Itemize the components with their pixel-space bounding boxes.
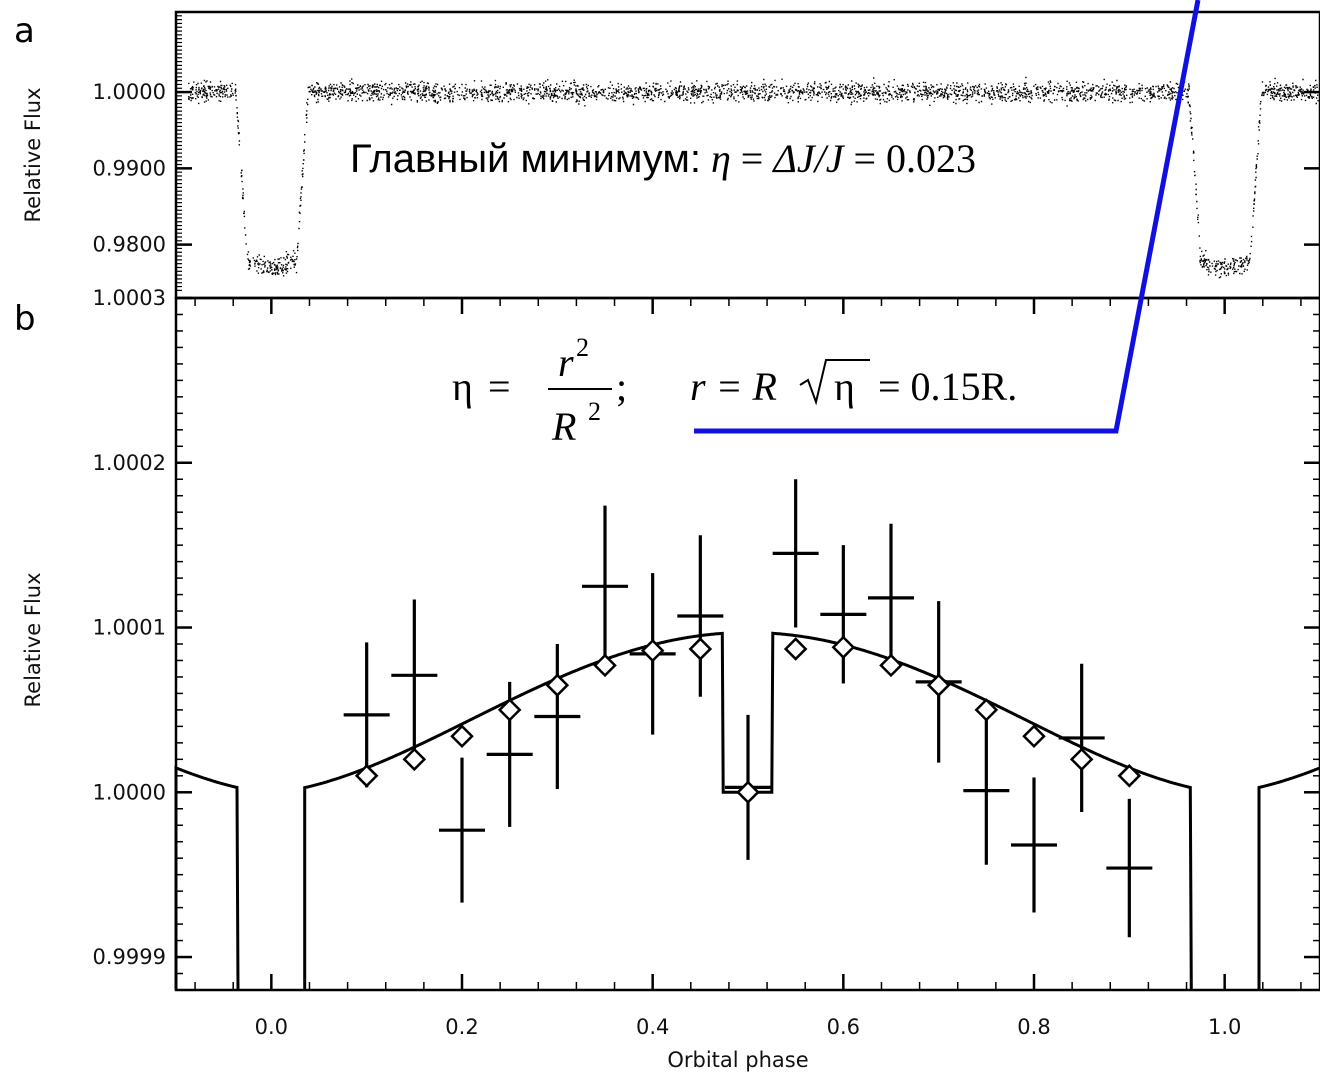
b-y-tick-label: 1.0000 [93,780,166,804]
b-y-tick-label: 1.0001 [93,616,166,640]
panel-b-y-label: Relative Flux [21,572,45,707]
formula-eta-under-root: η [834,364,855,409]
model-diamond [545,673,570,697]
formula-denominator: R [551,404,576,449]
observation-point [868,523,914,673]
observation-point [534,644,581,789]
a-y-tick-label: 0.9900 [93,156,166,180]
annotation-value: = 0.023 [843,136,976,181]
b-x-tick-label: 0.8 [1017,1015,1050,1039]
observation-point [1011,777,1057,913]
formula-eq: = [478,364,521,409]
a-data-points [188,76,1319,279]
observation-point [820,545,867,684]
panel-a-y-label: Relative Flux [21,87,45,222]
observation-point [1058,663,1105,813]
panel-b-x-label: Orbital phase [667,1048,808,1072]
formula-result: = 0.15R. [868,364,1017,409]
model-diamond [354,764,379,788]
panel-a-annotation: Главный минимум: η = ΔJ/J = 0.023 [350,136,976,181]
b-y-tick-label: 0.9999 [93,945,166,969]
b-x-tick-label: 1.0 [1208,1015,1241,1039]
a-y-tick-label: 1.0000 [93,80,166,104]
annotation-ratio: ΔJ/J [771,136,845,181]
formula-r-eq-R: r = R [690,364,777,409]
model-diamond [879,653,903,678]
observation-point [772,479,819,628]
panel-b-letter: b [14,299,36,339]
model-diamond [831,635,856,660]
model-diamond [688,637,713,661]
b-x-tick-label: 0.0 [255,1015,288,1039]
observation-point [391,599,438,752]
formula-denominator-exp: 2 [588,397,601,426]
panel-b-model-points [354,635,1142,805]
a-y-tick-label: 0.9800 [93,233,166,257]
observation-point [439,757,485,903]
model-diamond [1069,747,1094,772]
b-y-tick-label: 1.0002 [93,451,166,475]
model-diamond [1022,724,1046,749]
observation-point [963,716,1010,865]
panel-a-light-curve [188,76,1319,279]
b-x-tick-label: 0.4 [636,1015,669,1039]
model-diamond [1117,764,1142,788]
model-curve-segment [174,765,240,991]
formula-sqrt-sign [799,359,870,406]
model-diamond [402,747,427,772]
model-diamond [974,698,999,722]
annotation-eta: η [711,136,731,181]
panel-a-letter: a [14,11,35,51]
b-y-tick-label: 1.0003 [93,286,166,310]
annotation-label: Главный минимум: [350,137,701,181]
model-curve-segment [1257,766,1320,990]
observation-point [1106,798,1153,938]
observation-point [343,642,390,788]
b-x-tick-label: 0.2 [445,1015,478,1039]
model-diamond [783,637,808,661]
model-diamond [736,780,760,805]
model-diamond [450,724,474,749]
panel-b: b 0.0 0.2 0.4 0.6 0.8 1.0 1.0003 1.0002 1.0001 1.… [14,0,1320,1072]
annotation-space [701,136,711,181]
panel-a-y-ticks: 1.0000 0.9900 0.9800 [93,11,1320,291]
formula-numerator: r [558,340,574,385]
model-diamond [593,653,617,678]
model-diamond [497,698,522,722]
panel-a: a 1.0000 0.9900 0.9800 Relative Flux Главн… [14,10,1320,300]
model-diamond [926,673,951,697]
observation-point [677,535,724,697]
panel-b-observations [343,479,1153,938]
model-diamond [640,638,665,663]
formula-semicolon: ; [616,364,627,409]
annotation-eq1: = [731,136,774,181]
radius-formula: η = r 2 R 2 ; r = R η = 0.15R. [452,333,1017,449]
pointer-line [694,0,1201,434]
panel-b-ticks: 0.0 0.2 0.4 0.6 0.8 1.0 1.0003 1.0002 1.0001 1.00… [93,286,1320,1039]
b-x-tick-label: 0.6 [827,1015,860,1039]
formula-numerator-exp: 2 [576,333,589,362]
observation-point [582,505,628,668]
formula-eta: η [452,364,473,409]
